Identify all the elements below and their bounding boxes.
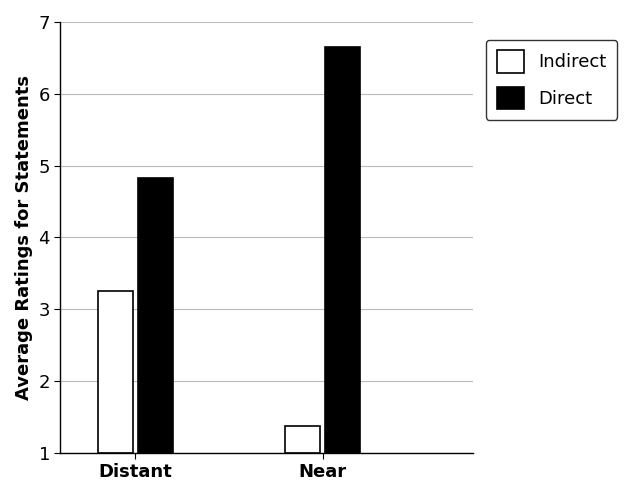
Bar	[98, 291, 133, 452]
Bar	[325, 47, 360, 452]
Legend: Indirect, Direct: Indirect, Direct	[486, 40, 617, 120]
Bar	[138, 179, 173, 452]
Bar	[285, 426, 320, 452]
Y-axis label: Average Ratings for Statements: Average Ratings for Statements	[15, 75, 33, 400]
